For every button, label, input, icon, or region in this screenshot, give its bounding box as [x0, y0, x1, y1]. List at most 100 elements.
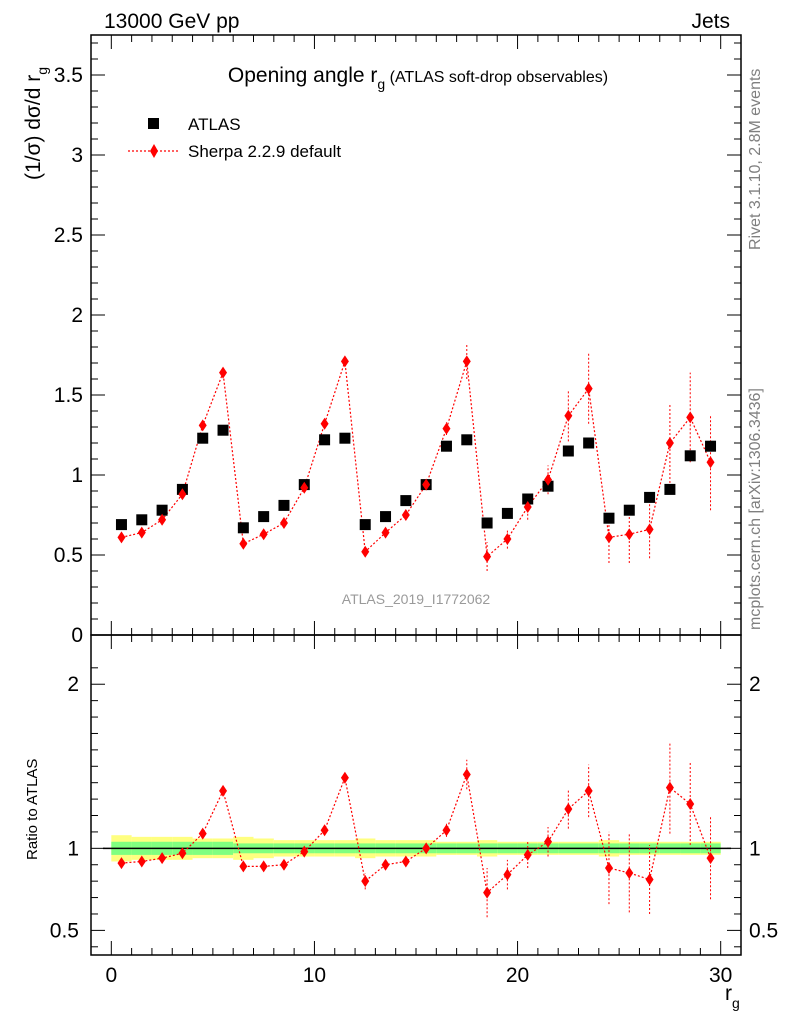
sherpa-point [340, 355, 349, 368]
sherpa-point [158, 513, 167, 526]
atlas-point [136, 514, 148, 526]
ratio-point [239, 860, 248, 873]
ratio-panel: 0.5 0.51 12 20 10 20 30 Ratio to ATLAS rg [24, 634, 778, 1011]
sherpa-point [686, 411, 695, 424]
sherpa-point [219, 366, 228, 379]
legend: ATLAS Sherpa 2.2.9 default [128, 115, 341, 161]
sherpa-point [706, 456, 715, 469]
atlas-point [339, 432, 351, 444]
ratio-point [665, 781, 674, 794]
atlas-point [583, 437, 595, 449]
atlas-point [542, 480, 554, 492]
ratio-point [604, 862, 613, 875]
main-y-tick-label: 2.5 [54, 224, 83, 247]
header-category-label: Jets [691, 10, 730, 33]
ratio-point [340, 771, 349, 784]
sherpa-point [198, 419, 207, 432]
ratio-point [625, 866, 634, 879]
ratio-point [584, 784, 593, 797]
atlas-point [380, 511, 392, 523]
sherpa-point [320, 417, 329, 430]
ratio-point [706, 852, 715, 865]
sherpa-point [442, 422, 451, 435]
x-tick-label: 0 [105, 964, 117, 987]
ratio-point [137, 855, 146, 868]
sherpa-point [645, 523, 654, 536]
ratio-point [178, 847, 187, 860]
sherpa-point [401, 509, 410, 521]
atlas-point [522, 493, 534, 505]
ratio-point [259, 860, 268, 873]
sherpa-point [523, 501, 532, 513]
atlas-point [278, 499, 290, 511]
main-panel: 0 0.5 1 1.5 2 2.5 3 3.5 Opening angle rg (ATLAS… [22, 34, 742, 647]
ratio-point [381, 858, 390, 871]
main-ticks: 0 0.5 1 1.5 2 2.5 3 3.5 [54, 35, 741, 647]
atlas-point [644, 491, 656, 503]
ratio-point [198, 827, 207, 840]
ratio-point [483, 886, 492, 899]
sherpa-point [239, 537, 248, 550]
main-y-tick-label: 2 [71, 304, 83, 327]
ratio-point [544, 835, 553, 848]
sherpa-point [137, 526, 146, 539]
atlas-point [705, 440, 717, 452]
main-y-tick-label: 0.5 [54, 544, 83, 567]
atlas-point [115, 519, 127, 531]
main-y-tick-label: 1 [71, 464, 83, 487]
x-axis-label: rg [725, 982, 740, 1011]
ratio-point [361, 875, 370, 888]
ratio-point [462, 768, 471, 781]
sherpa-line [121, 361, 712, 558]
ratio-point [300, 845, 309, 858]
atlas-point [684, 450, 696, 462]
atlas-point [258, 511, 270, 523]
ratio-point [422, 842, 431, 855]
x-tick-label: 10 [303, 964, 326, 987]
ratio-series [117, 741, 715, 918]
atlas-point [197, 432, 209, 444]
ratio-point [219, 784, 228, 797]
sherpa-point [279, 517, 288, 529]
sherpa-point [503, 533, 512, 545]
header-energy-label: 13000 GeV pp [104, 10, 239, 33]
main-y-tick-label: 0 [71, 624, 83, 647]
sherpa-point [564, 409, 573, 422]
sherpa-point [665, 437, 674, 449]
atlas-point [400, 495, 412, 507]
ratio-line [121, 772, 712, 894]
main-series [115, 343, 717, 571]
ratio-y-axis-label: Ratio to ATLAS [24, 759, 41, 860]
atlas-point [319, 434, 331, 446]
sherpa-point [422, 478, 431, 491]
ratio-point [503, 868, 512, 881]
sherpa-point [300, 481, 309, 494]
atlas-point [501, 507, 513, 519]
ratio-point [117, 857, 126, 870]
atlas-point [156, 504, 168, 516]
ratio-point [158, 852, 167, 865]
sherpa-point [361, 545, 370, 558]
sherpa-point [604, 531, 613, 544]
ratio-y-tick-label-right: 1 [749, 837, 761, 860]
atlas-point [217, 424, 229, 436]
ratio-y-tick-label-right: 2 [749, 673, 761, 696]
atlas-point [237, 522, 249, 534]
x-tick-label: 20 [506, 964, 529, 987]
rivet-label: Rivet 3.1.10, 2.8M events [747, 69, 764, 250]
legend-sherpa-marker [150, 144, 158, 158]
x-tick-label: 30 [709, 964, 732, 987]
ratio-ticks: 0.5 0.51 12 20 10 20 30 [50, 635, 778, 987]
atlas-point [359, 519, 371, 531]
sherpa-point [117, 531, 126, 544]
ratio-y-tick-label: 2 [67, 673, 79, 696]
sherpa-point [462, 355, 471, 368]
ratio-point [645, 873, 654, 886]
legend-atlas-marker [148, 118, 159, 129]
ratio-point [401, 855, 410, 868]
legend-sherpa-label: Sherpa 2.2.9 default [188, 142, 341, 161]
main-y-tick-label: 3 [71, 144, 83, 167]
ratio-y-tick-label-right: 0.5 [749, 919, 778, 942]
main-y-axis-label: (1/σ) dσ/d rg [22, 67, 50, 180]
